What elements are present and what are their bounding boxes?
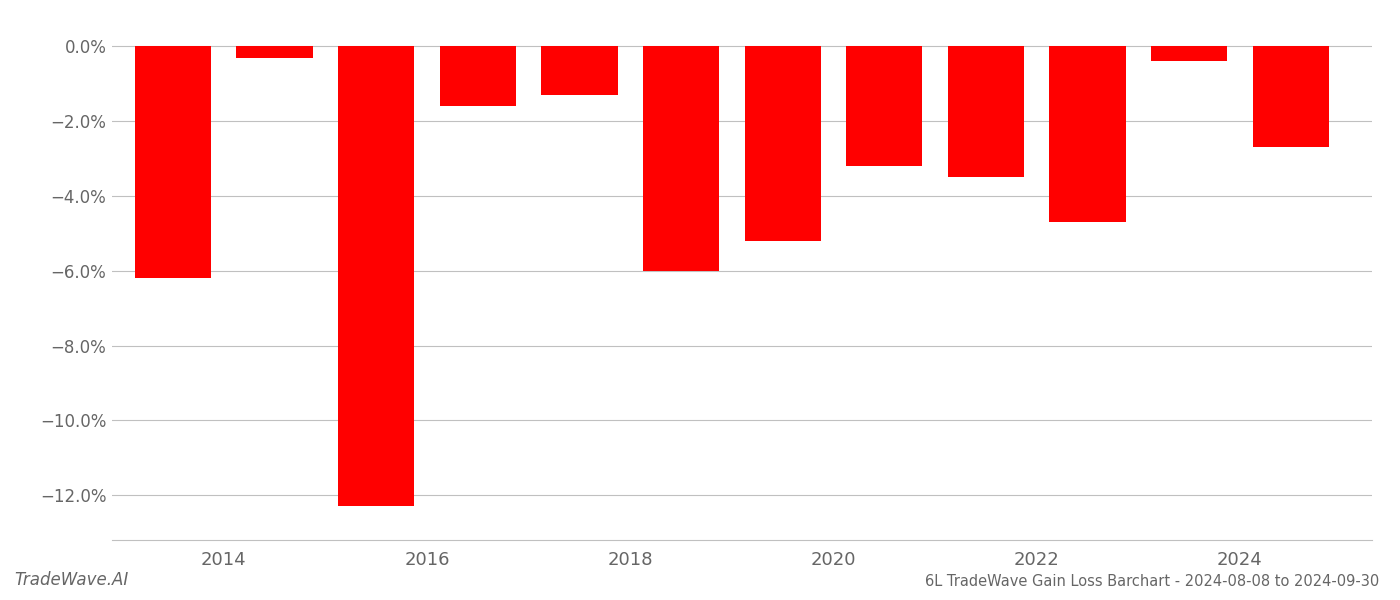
Bar [440,46,517,106]
Bar [134,46,211,278]
Text: 6L TradeWave Gain Loss Barchart - 2024-08-08 to 2024-09-30: 6L TradeWave Gain Loss Barchart - 2024-0… [925,574,1379,589]
Bar [1253,46,1329,148]
Bar [643,46,720,271]
Text: TradeWave.AI: TradeWave.AI [14,571,129,589]
Bar [846,46,923,166]
Bar [1050,46,1126,222]
Bar [542,46,617,95]
Bar [745,46,820,241]
Bar [337,46,414,506]
Bar [948,46,1023,178]
Bar [237,46,312,58]
Bar [1151,46,1228,61]
